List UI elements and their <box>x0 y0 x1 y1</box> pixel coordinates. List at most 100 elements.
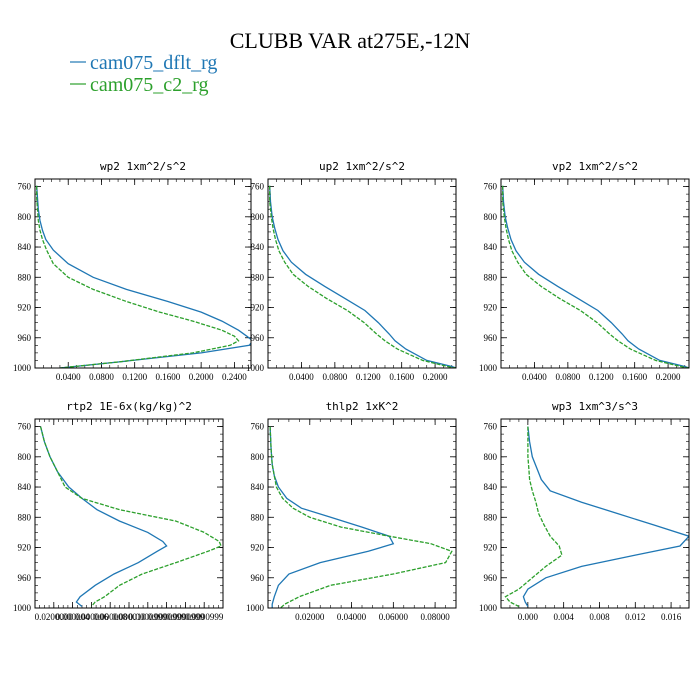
series-line-dflt <box>522 426 689 607</box>
panel-title: wp3 1xm^3/s^3 <box>552 400 638 413</box>
series-line-dflt <box>502 185 689 368</box>
series-group <box>39 426 222 608</box>
x-tick-label: 0.012 <box>625 612 645 622</box>
panel-4: rtp2 1E-6x(kg/kg)^2 760 800 840 880 920 960 100… <box>13 400 224 622</box>
x-tick-label: 0.0000999 <box>147 612 186 622</box>
y-tick-label: 800 <box>18 212 32 222</box>
y-tick-label: 1000 <box>13 363 32 373</box>
y-tick-label: 760 <box>251 422 265 432</box>
plot-frame <box>34 418 224 609</box>
y-tick-label: 880 <box>251 512 265 522</box>
y-tick-label: 920 <box>18 303 32 313</box>
y-tick-label: 840 <box>251 242 265 252</box>
legend: cam075_dflt_rg cam075_c2_rg <box>70 52 217 96</box>
series-group <box>269 426 453 608</box>
x-tick-label: 0.0000999 <box>166 612 205 622</box>
legend-label-c2: cam075_c2_rg <box>90 74 209 96</box>
x-tick-label: 0.0000999 <box>185 612 224 622</box>
panel-title: thlp2 1xK^2 <box>326 400 399 413</box>
y-tick-label: 800 <box>251 212 265 222</box>
y-tick-label: 760 <box>484 422 498 432</box>
y-tick-label: 800 <box>18 452 32 462</box>
x-tick-label: 0.008 <box>589 612 610 622</box>
x-tick-label: 0.000010 <box>112 612 146 622</box>
plot-frame <box>34 178 252 369</box>
x-tick-label: 0.1200 <box>356 372 381 382</box>
y-tick-label: 960 <box>18 573 32 583</box>
y-tick-label: 920 <box>251 543 265 553</box>
y-tick-label: 1000 <box>13 603 32 613</box>
y-tick-label: 960 <box>18 333 32 343</box>
x-tick-label: 0.0000999 <box>129 612 168 622</box>
x-tick-label: 0.0800 <box>89 372 114 382</box>
panel-title: vp2 1xm^2/s^2 <box>552 160 638 173</box>
y-tick-label: 920 <box>18 543 32 553</box>
y-tick-label: 960 <box>484 333 498 343</box>
series-line-dflt <box>36 185 251 368</box>
y-tick-label: 760 <box>251 182 265 192</box>
x-tick-label: 0.04000 <box>337 612 367 622</box>
x-tick-label: 0.0400 <box>289 372 314 382</box>
series-line-dflt <box>39 426 168 608</box>
y-tick-label: 960 <box>484 573 498 583</box>
plot-frame <box>500 418 690 609</box>
y-tick-label: 880 <box>251 272 265 282</box>
series-line-c2 <box>39 426 222 607</box>
panel-title: up2 1xm^2/s^2 <box>319 160 405 173</box>
y-tick-label: 880 <box>18 512 32 522</box>
y-tick-label: 840 <box>484 482 498 492</box>
x-tick-label: 0.0400 <box>522 372 547 382</box>
panel-2: up2 1xm^2/s^2 760 800 840 880 920 960 1000 0.040… <box>246 160 457 382</box>
legend-label-dflt: cam075_dflt_rg <box>90 52 217 74</box>
x-tick-label: 0.1200 <box>122 372 147 382</box>
y-tick-label: 840 <box>251 482 265 492</box>
x-tick-label: 0.000008 <box>93 612 127 622</box>
y-tick-label: 840 <box>18 242 32 252</box>
y-tick-label: 760 <box>484 182 498 192</box>
plot-frame <box>500 178 690 369</box>
series-group <box>502 185 689 368</box>
y-tick-label: 1000 <box>479 363 498 373</box>
x-tick-label: 0.0200000 <box>35 612 74 622</box>
x-tick-label: 0.0800 <box>555 372 580 382</box>
plot-frame <box>267 178 457 369</box>
series-group <box>504 426 689 608</box>
panel-6: wp3 1xm^3/s^3 760 800 840 880 920 960 1000 0.000… <box>479 400 690 622</box>
y-tick-label: 880 <box>484 272 498 282</box>
panel-5: thlp2 1xK^2 760 800 840 880 920 960 1000 0.02000… <box>246 400 457 622</box>
series-line-c2 <box>504 426 563 608</box>
x-tick-label: 0.06000 <box>379 612 409 622</box>
x-tick-label: 0.1600 <box>156 372 181 382</box>
series-line-c2 <box>502 185 689 368</box>
y-tick-label: 800 <box>484 212 498 222</box>
y-tick-label: 960 <box>251 573 265 583</box>
x-tick-label: 0.0800 <box>322 372 347 382</box>
x-tick-label: 0.1600 <box>389 372 414 382</box>
x-tick-label: 0.000 <box>518 612 539 622</box>
y-tick-label: 960 <box>251 333 265 343</box>
x-tick-label: 0.02000 <box>295 612 325 622</box>
x-tick-label: 0.08000 <box>420 612 450 622</box>
x-tick-label: 0.2000 <box>189 372 214 382</box>
x-tick-label: 0.1600 <box>622 372 647 382</box>
y-tick-label: 920 <box>251 303 265 313</box>
x-tick-label: 0.2400 <box>222 372 247 382</box>
x-tick-label: 0.2000 <box>656 372 681 382</box>
y-tick-label: 1000 <box>479 603 498 613</box>
x-tick-label: 0.000006 <box>75 612 109 622</box>
x-tick-label: 0.004 <box>554 612 575 622</box>
y-tick-label: 840 <box>484 242 498 252</box>
x-tick-label: 0.2000 <box>423 372 448 382</box>
panel-1: wp2 1xm^2/s^2 760 800 840 880 920 960 1000 0.040… <box>13 160 252 382</box>
series-line-c2 <box>269 426 453 608</box>
y-tick-label: 920 <box>484 543 498 553</box>
y-tick-label: 880 <box>484 512 498 522</box>
panel-title: wp2 1xm^2/s^2 <box>100 160 186 173</box>
series-line-dflt <box>269 185 456 368</box>
y-tick-label: 800 <box>251 452 265 462</box>
y-tick-label: 760 <box>18 422 32 432</box>
x-tick-label: 0.016 <box>661 612 682 622</box>
y-tick-label: 840 <box>18 482 32 492</box>
plot-frame <box>267 418 457 609</box>
